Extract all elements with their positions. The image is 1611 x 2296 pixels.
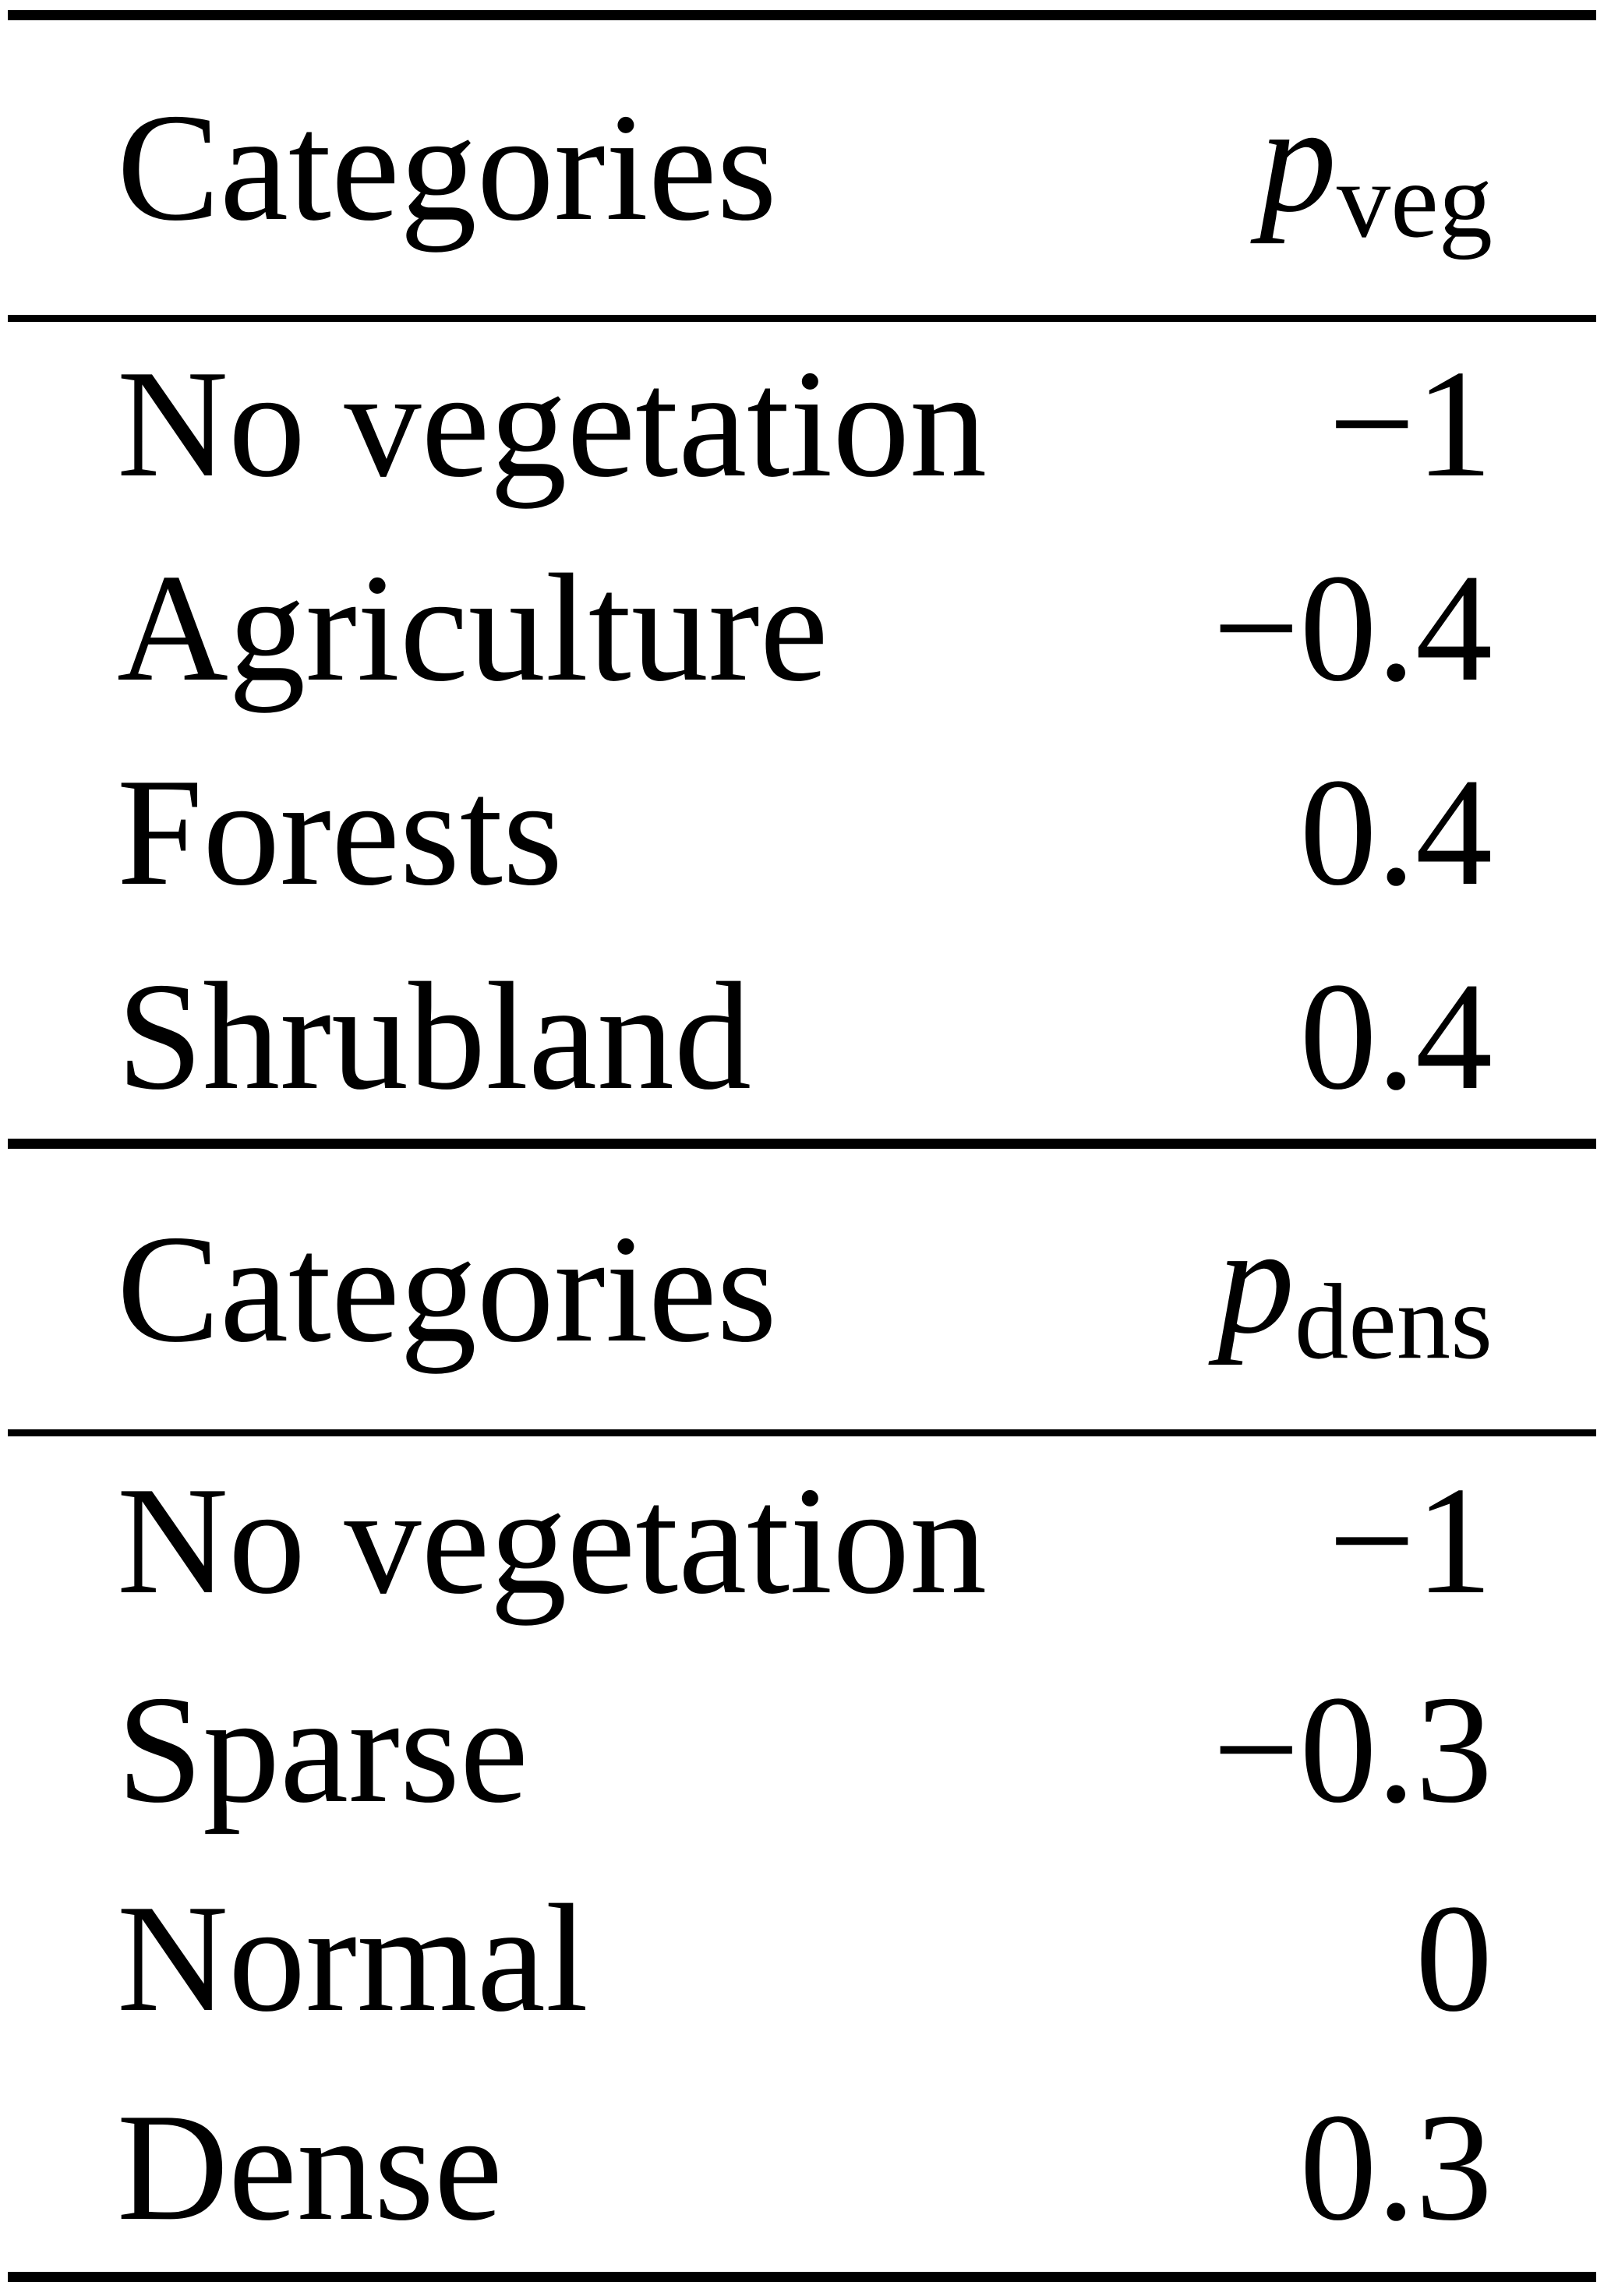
value-cell: −0.3 (1212, 1664, 1493, 1835)
table-row: No vegetation −1 (8, 322, 1596, 526)
p-symbol: p (1259, 72, 1337, 244)
table-pdens-body: No vegetation −1 Sparse −0.3 Normal 0 De… (8, 1436, 1596, 2272)
table-row: Sparse −0.3 (8, 1645, 1596, 1854)
table-divider-rule (8, 1139, 1596, 1149)
value-cell: 0.4 (1299, 747, 1493, 917)
table-row: No vegetation −1 (8, 1436, 1596, 1645)
column-header-categories: Categories (117, 1203, 777, 1374)
column-header-pdens: pdens (1217, 1203, 1493, 1376)
column-header-categories: Categories (117, 82, 777, 253)
p-symbol-subscript: dens (1294, 1260, 1493, 1381)
table-pveg-body: No vegetation −1 Agriculture −0.4 Forest… (8, 322, 1596, 1139)
table-row: Agriculture −0.4 (8, 526, 1596, 730)
category-cell: Sparse (117, 1664, 528, 1835)
paper-table-figure: Categories pveg No vegetation −1 Agricul… (8, 10, 1596, 2282)
top-rule (8, 10, 1596, 20)
value-cell: 0.4 (1299, 951, 1493, 1122)
category-cell: Normal (117, 1873, 588, 2043)
bottom-rule (8, 2272, 1596, 2282)
table-row: Forests 0.4 (8, 730, 1596, 934)
p-symbol-subscript: veg (1336, 139, 1493, 260)
table-row: Normal 0 (8, 1854, 1596, 2063)
table-pveg-header-rule (8, 315, 1596, 322)
category-cell: Forests (117, 747, 563, 917)
column-header-pveg: pveg (1259, 81, 1493, 254)
category-cell: Dense (117, 2082, 503, 2252)
category-cell: Shrubland (117, 951, 751, 1122)
table-row: Dense 0.3 (8, 2063, 1596, 2272)
category-cell: No vegetation (117, 338, 987, 509)
value-cell: −1 (1328, 1455, 1493, 1626)
value-cell: −0.4 (1212, 542, 1493, 713)
value-cell: 0 (1415, 1873, 1493, 2043)
table-pdens-header-rule (8, 1429, 1596, 1436)
value-cell: 0.3 (1299, 2082, 1493, 2252)
table-row: Shrubland 0.4 (8, 934, 1596, 1139)
category-cell: Agriculture (117, 542, 828, 713)
table-pdens-header-row: Categories pdens (8, 1149, 1596, 1429)
value-cell: −1 (1328, 338, 1493, 509)
p-symbol: p (1217, 1194, 1295, 1365)
table-pveg-header-row: Categories pveg (8, 20, 1596, 315)
category-cell: No vegetation (117, 1455, 987, 1626)
